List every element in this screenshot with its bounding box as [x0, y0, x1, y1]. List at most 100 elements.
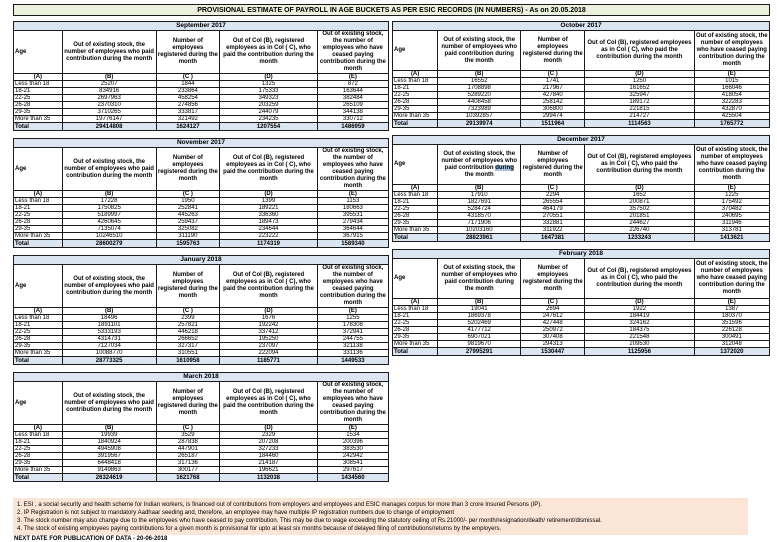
col-header-b: Out of existing stock, the number of emp… [437, 30, 522, 71]
value-cell: 317136 [155, 459, 221, 467]
age-group-label: Less than 18 [13, 80, 63, 88]
age-group-label: 29-35 [391, 333, 439, 341]
total-cell: 1765772 [693, 119, 771, 128]
value-cell: 311190 [155, 232, 221, 240]
value-cell: 5284724 [437, 205, 522, 213]
value-cell: 445263 [155, 211, 221, 219]
value-cell: 321138 [316, 342, 390, 350]
value-cell: 2370310 [61, 101, 157, 109]
column-letter: (C ) [520, 70, 586, 78]
value-cell: 7171906 [437, 219, 522, 227]
value-cell: 4260645 [61, 218, 157, 226]
value-cell: 2694 [520, 305, 586, 313]
value-cell: 7127034 [61, 342, 157, 350]
value-cell: 1534 [316, 431, 390, 439]
col-header-b: Out of existing stock, the number of emp… [61, 147, 157, 191]
table-row: Less than 18 17228 1950 1399 1153 [13, 197, 390, 205]
table-row: 18-21 834916 233864 175333 163644 [13, 87, 390, 95]
value-cell: 1015 [693, 77, 771, 85]
value-cell: 325947 [584, 91, 695, 99]
column-letter: (A) [13, 307, 63, 315]
column-letter: (C ) [520, 184, 586, 192]
table-row: 18-21 1840924 287838 207208 200396 [13, 438, 390, 446]
table-row: More than 35 10246510 311190 223222 367915 [13, 232, 390, 240]
value-cell: 364644 [316, 225, 390, 233]
col-header-e: Out of existing stock, the number of emp… [316, 264, 390, 308]
table-row: 29-35 7135074 325082 234644 364644 [13, 225, 390, 233]
value-cell: 244079 [219, 108, 318, 116]
table-row: 29-35 7323989 306800 221815 432870 [391, 105, 771, 113]
table-february-2018: February 2018 Age Out of existing stock, t… [391, 249, 771, 356]
selection-highlight: during [495, 164, 514, 171]
age-group-label: 26-28 [13, 218, 63, 226]
value-cell: 432870 [693, 105, 771, 113]
value-cell: 332881 [520, 219, 586, 227]
col-header-d: Out of Col (B), registered employees as … [219, 264, 318, 308]
value-cell: 1950 [155, 197, 221, 205]
value-cell: 2697963 [61, 94, 157, 102]
value-cell: 4408458 [437, 98, 522, 106]
value-cell: 322283 [693, 98, 771, 106]
value-cell: 279434 [316, 218, 390, 226]
footnotes-block: 1. ESI , a social security and health sc… [13, 498, 748, 535]
footnote-4: 4. The stock of existing employees payin… [17, 526, 502, 532]
column-letter: (B) [61, 73, 157, 81]
value-cell: 351596 [693, 319, 771, 327]
col-header-age: Age [13, 381, 63, 425]
value-cell: 327233 [219, 445, 318, 453]
table-row: 26-28 4260645 259437 189473 279434 [13, 218, 390, 226]
total-row: Total 27995291 1530447 1125956 1372020 [391, 347, 771, 356]
value-cell: 196621 [219, 466, 318, 474]
age-group-label: 22-25 [13, 94, 63, 102]
table-row: 18-21 1708898 217967 161652 166046 [391, 84, 771, 92]
month-header: September 2017 [13, 21, 389, 31]
col-header-c: Number of employees registered during th… [520, 30, 586, 71]
total-cell: 1114563 [584, 119, 695, 128]
col-header-e: Out of existing stock, the number of emp… [316, 30, 390, 74]
total-cell: 1132038 [219, 473, 318, 482]
column-letter: (D) [219, 307, 318, 315]
value-cell: 312048 [693, 340, 771, 348]
total-cell: 29414808 [61, 122, 157, 131]
value-cell: 372941 [316, 328, 390, 336]
month-header: December 2017 [392, 135, 770, 145]
total-cell: 28773325 [61, 356, 157, 365]
value-cell: 233864 [155, 87, 221, 95]
table-row: 22-25 2697963 458254 349323 382484 [13, 94, 390, 102]
value-cell: 1844 [155, 80, 221, 88]
total-cell: 1372020 [693, 347, 771, 356]
col-header-c: Number of employees registered during th… [520, 258, 586, 299]
value-cell: 311922 [520, 226, 586, 234]
value-cell: 308541 [316, 459, 390, 467]
value-cell: 4945908 [61, 445, 157, 453]
value-cell: 447901 [155, 445, 221, 453]
table-january-2018: January 2018 Age Out of existing stock, th… [13, 255, 390, 365]
footnote-3: 3. The stock number may also change due … [17, 518, 602, 524]
value-cell: 214187 [219, 459, 318, 467]
total-cell: 1413621 [693, 233, 771, 242]
col-header-b: Out of existing stock, the number of emp… [61, 381, 157, 425]
age-group-label: 29-35 [13, 342, 63, 350]
age-group-label: 26-28 [13, 101, 63, 109]
value-cell: 4177712 [437, 326, 522, 334]
age-group-label: Less than 18 [391, 305, 439, 313]
total-cell: 1434560 [316, 473, 390, 482]
value-cell: 299474 [520, 112, 586, 120]
value-cell: 1387 [693, 305, 771, 313]
column-letter: (C ) [155, 424, 221, 432]
value-cell: 180370 [693, 312, 771, 320]
age-group-label: 22-25 [13, 445, 63, 453]
column-letter: (C ) [155, 190, 221, 198]
col-header-d: Out of Col (B), registered employees as … [219, 30, 318, 74]
column-letter: (E) [693, 184, 771, 192]
table-row: 22-25 5202469 427448 324162 351596 [391, 319, 771, 327]
value-cell: 427448 [520, 319, 586, 327]
age-group-label: 26-28 [391, 326, 439, 334]
age-group-label: 18-21 [391, 84, 439, 92]
age-group-label: More than 35 [13, 232, 63, 240]
value-cell: 207208 [219, 438, 318, 446]
value-cell: 300491 [693, 333, 771, 341]
value-cell: 265554 [520, 198, 586, 206]
value-cell: 1399 [219, 197, 318, 205]
value-cell: 425504 [693, 112, 771, 120]
